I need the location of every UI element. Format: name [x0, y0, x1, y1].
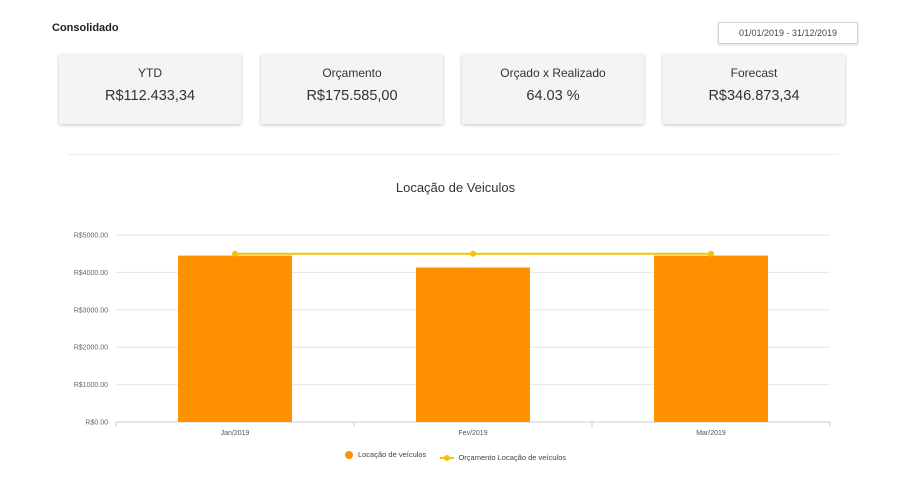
y-tick-label: R$3000.00	[74, 307, 108, 314]
kpi-value: R$346.873,34	[708, 88, 800, 104]
kpi-label: YTD	[138, 66, 162, 80]
kpi-label: Orçamento	[322, 66, 382, 80]
kpi-card-forecast: Forecast R$346.873,34	[663, 54, 845, 124]
kpi-card-orcamento: Orçamento R$175.585,00	[261, 54, 443, 124]
kpi-card-orcado-x-realizado: Orçado x Realizado 64.03 %	[462, 54, 644, 124]
bar-jan-2019	[178, 255, 292, 422]
date-range-picker[interactable]: 01/01/2019 - 31/12/2019	[718, 22, 858, 44]
section-divider	[68, 154, 838, 155]
y-tick-label: R$5000.00	[74, 233, 108, 240]
chart-title: Locação de Veiculos	[395, 180, 516, 195]
kpi-value: 64.03 %	[526, 88, 580, 104]
y-tick-label: R$1000.00	[74, 382, 108, 389]
kpi-card-ytd: YTD R$112.433,34	[59, 54, 241, 124]
y-tick-label: R$4000.00	[74, 270, 108, 277]
bar-mar-2019	[654, 255, 768, 422]
x-tick-label: Jan/2019	[221, 430, 250, 437]
page-title: Consolidado	[52, 22, 119, 34]
bar-fev-2019	[416, 267, 530, 422]
x-tick-label: Mar/2019	[696, 430, 726, 437]
y-tick-label: R$0.00	[85, 420, 108, 427]
chart-legend: Locação de veículos Orçamento Locação de…	[0, 450, 911, 462]
legend-line-swatch	[440, 454, 455, 461]
kpi-label: Orçado x Realizado	[500, 66, 606, 80]
kpi-label: Forecast	[730, 66, 778, 80]
legend-label: Orçamento Locação de veículos	[458, 453, 567, 462]
legend-bar-swatch	[344, 450, 353, 459]
budget-point	[470, 250, 476, 257]
budget-point	[708, 250, 714, 257]
legend-item-bar[interactable]: Locação de veículos	[344, 450, 427, 459]
kpi-value: R$175.585,00	[306, 88, 398, 104]
legend-label: Locação de veículos	[357, 450, 427, 459]
y-tick-label: R$2000.00	[74, 345, 108, 352]
x-tick-label: Fev/2019	[458, 430, 487, 437]
legend-item-line[interactable]: Orçamento Locação de veículos	[440, 453, 566, 462]
budget-point	[232, 250, 238, 257]
kpi-value: R$112.433,34	[104, 88, 196, 104]
